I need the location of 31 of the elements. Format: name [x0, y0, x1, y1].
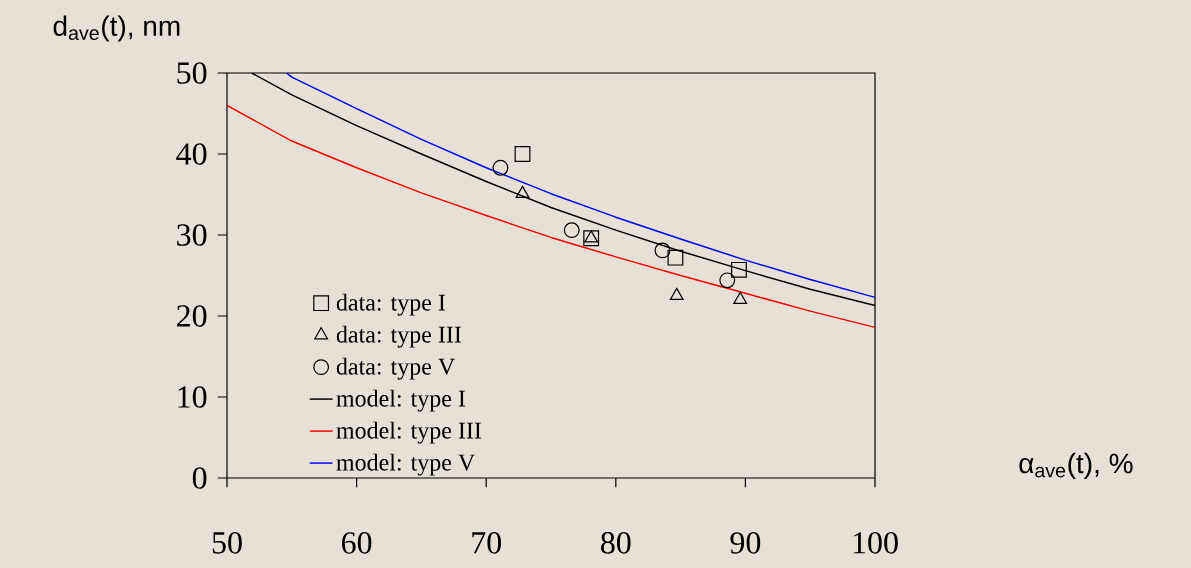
y-tick-label: 0 — [192, 467, 207, 489]
x-tick-label: 60 — [341, 532, 372, 554]
y-axis-title: d$_{ave}$(t), nm — [53, 15, 180, 42]
point — [733, 291, 748, 305]
point — [669, 287, 684, 301]
x-tick-label: 100 — [853, 532, 898, 554]
y-tick-label: 40 — [176, 143, 207, 165]
point — [667, 249, 684, 266]
legend-label: model: type I — [336, 389, 466, 412]
x-axis-title: α$_{ave}$(t), % — [1019, 452, 1133, 479]
point — [654, 242, 671, 259]
point — [514, 146, 531, 162]
point — [730, 261, 747, 278]
legend-label: model: type III — [336, 421, 482, 444]
legend-label: data: type III — [336, 325, 462, 348]
x-tick-label: 80 — [601, 532, 631, 554]
y-tick-label: 50 — [177, 62, 207, 84]
point — [719, 272, 736, 289]
point — [584, 230, 599, 243]
point — [583, 230, 600, 247]
y-tick-label: 30 — [177, 224, 207, 246]
y-tick-label: 10 — [178, 386, 207, 408]
x-tick-label: 50 — [212, 532, 242, 554]
legend-label: model: type V — [336, 453, 475, 476]
x-tick-label: 70 — [472, 532, 501, 554]
x-tick-label: 90 — [730, 532, 761, 554]
legend-label: data: type I — [336, 293, 446, 316]
y-tick-label: 20 — [177, 305, 207, 327]
point — [563, 222, 580, 239]
legend-label: data: type V — [336, 357, 455, 380]
point — [492, 159, 509, 176]
